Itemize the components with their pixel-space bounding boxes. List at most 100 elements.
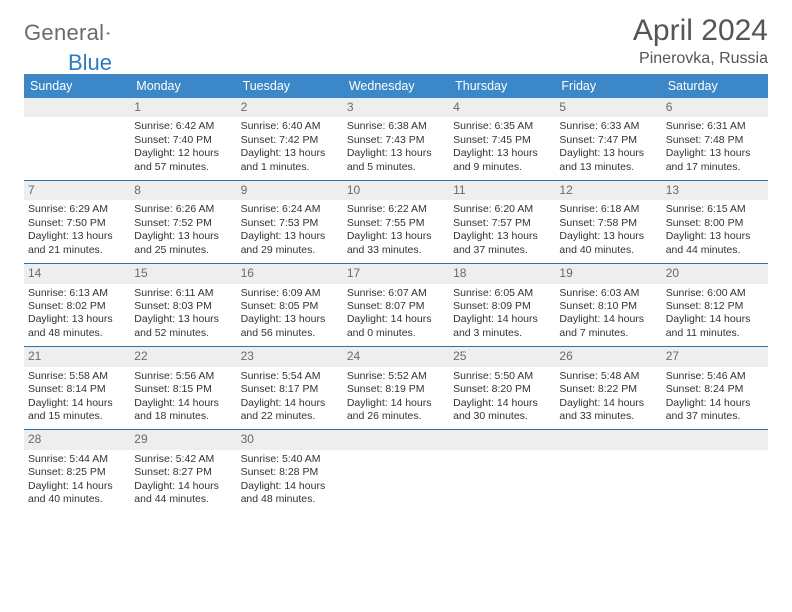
- sunset-line: Sunset: 8:19 PM: [347, 383, 445, 396]
- sunset-line: Sunset: 8:22 PM: [559, 383, 657, 396]
- day-number: 5: [555, 98, 661, 117]
- sunset-line: Sunset: 7:48 PM: [666, 134, 764, 147]
- sunset-line: Sunset: 7:40 PM: [134, 134, 232, 147]
- calendar-cell: 3Sunrise: 6:38 AMSunset: 7:43 PMDaylight…: [343, 98, 449, 181]
- calendar-cell: 24Sunrise: 5:52 AMSunset: 8:19 PMDayligh…: [343, 347, 449, 430]
- dow-friday: Friday: [555, 74, 661, 98]
- calendar-cell: 11Sunrise: 6:20 AMSunset: 7:57 PMDayligh…: [449, 181, 555, 264]
- daylight-line: Daylight: 13 hours: [347, 147, 445, 160]
- day-number: 22: [130, 347, 236, 366]
- sunrise-line: Sunrise: 6:33 AM: [559, 120, 657, 133]
- header: General April 2024 Pinerovka, Russia: [24, 14, 768, 68]
- daylight-line: and 30 minutes.: [453, 410, 551, 423]
- daylight-line: Daylight: 13 hours: [241, 313, 339, 326]
- sunset-line: Sunset: 7:50 PM: [28, 217, 126, 230]
- sunrise-line: Sunrise: 5:58 AM: [28, 370, 126, 383]
- calendar-cell: 27Sunrise: 5:46 AMSunset: 8:24 PMDayligh…: [662, 347, 768, 430]
- sunset-line: Sunset: 7:47 PM: [559, 134, 657, 147]
- daylight-line: Daylight: 12 hours: [134, 147, 232, 160]
- calendar-row: 28Sunrise: 5:44 AMSunset: 8:25 PMDayligh…: [24, 430, 768, 513]
- sunset-line: Sunset: 8:20 PM: [453, 383, 551, 396]
- sunset-line: Sunset: 8:00 PM: [666, 217, 764, 230]
- day-number: 1: [130, 98, 236, 117]
- calendar-cell: 23Sunrise: 5:54 AMSunset: 8:17 PMDayligh…: [237, 347, 343, 430]
- sunrise-line: Sunrise: 6:07 AM: [347, 287, 445, 300]
- day-number: 23: [237, 347, 343, 366]
- daylight-line: Daylight: 13 hours: [453, 147, 551, 160]
- day-number: 27: [662, 347, 768, 366]
- sunrise-line: Sunrise: 6:13 AM: [28, 287, 126, 300]
- daylight-line: Daylight: 14 hours: [666, 313, 764, 326]
- daylight-line: and 37 minutes.: [666, 410, 764, 423]
- daylight-line: and 33 minutes.: [347, 244, 445, 257]
- calendar-cell: 30Sunrise: 5:40 AMSunset: 8:28 PMDayligh…: [237, 430, 343, 513]
- daylight-line: Daylight: 14 hours: [666, 397, 764, 410]
- daylight-line: and 40 minutes.: [559, 244, 657, 257]
- day-number: 9: [237, 181, 343, 200]
- daylight-line: Daylight: 13 hours: [347, 230, 445, 243]
- calendar-cell: 1Sunrise: 6:42 AMSunset: 7:40 PMDaylight…: [130, 98, 236, 181]
- daylight-line: and 0 minutes.: [347, 327, 445, 340]
- daylight-line: and 33 minutes.: [559, 410, 657, 423]
- sunrise-line: Sunrise: 6:09 AM: [241, 287, 339, 300]
- calendar-cell: 26Sunrise: 5:48 AMSunset: 8:22 PMDayligh…: [555, 347, 661, 430]
- day-number: [24, 98, 130, 117]
- sunset-line: Sunset: 7:43 PM: [347, 134, 445, 147]
- day-number: 28: [24, 430, 130, 449]
- calendar-cell: 21Sunrise: 5:58 AMSunset: 8:14 PMDayligh…: [24, 347, 130, 430]
- sunrise-line: Sunrise: 5:56 AM: [134, 370, 232, 383]
- day-number: 16: [237, 264, 343, 283]
- daylight-line: and 44 minutes.: [134, 493, 232, 506]
- calendar-cell: [449, 430, 555, 513]
- daylight-line: and 21 minutes.: [28, 244, 126, 257]
- logo: General: [24, 20, 130, 46]
- logo-text-gray: General: [24, 20, 104, 46]
- sunrise-line: Sunrise: 6:24 AM: [241, 203, 339, 216]
- calendar-cell: 16Sunrise: 6:09 AMSunset: 8:05 PMDayligh…: [237, 264, 343, 347]
- daylight-line: Daylight: 13 hours: [134, 313, 232, 326]
- day-number: 17: [343, 264, 449, 283]
- sunrise-line: Sunrise: 6:35 AM: [453, 120, 551, 133]
- daylight-line: and 48 minutes.: [241, 493, 339, 506]
- calendar-row: 7Sunrise: 6:29 AMSunset: 7:50 PMDaylight…: [24, 181, 768, 264]
- day-number: 29: [130, 430, 236, 449]
- sunrise-line: Sunrise: 5:40 AM: [241, 453, 339, 466]
- sunrise-line: Sunrise: 5:54 AM: [241, 370, 339, 383]
- sunrise-line: Sunrise: 6:05 AM: [453, 287, 551, 300]
- sunset-line: Sunset: 8:03 PM: [134, 300, 232, 313]
- sunset-line: Sunset: 8:28 PM: [241, 466, 339, 479]
- dow-thursday: Thursday: [449, 74, 555, 98]
- calendar-cell: 19Sunrise: 6:03 AMSunset: 8:10 PMDayligh…: [555, 264, 661, 347]
- calendar-cell: 7Sunrise: 6:29 AMSunset: 7:50 PMDaylight…: [24, 181, 130, 264]
- calendar-cell: 12Sunrise: 6:18 AMSunset: 7:58 PMDayligh…: [555, 181, 661, 264]
- day-number: 4: [449, 98, 555, 117]
- day-number: 13: [662, 181, 768, 200]
- dow-sunday: Sunday: [24, 74, 130, 98]
- calendar-cell: 13Sunrise: 6:15 AMSunset: 8:00 PMDayligh…: [662, 181, 768, 264]
- calendar-cell: 29Sunrise: 5:42 AMSunset: 8:27 PMDayligh…: [130, 430, 236, 513]
- day-number: 25: [449, 347, 555, 366]
- day-number: 6: [662, 98, 768, 117]
- daylight-line: and 17 minutes.: [666, 161, 764, 174]
- title-block: April 2024 Pinerovka, Russia: [633, 14, 768, 68]
- sunrise-line: Sunrise: 5:50 AM: [453, 370, 551, 383]
- daylight-line: and 48 minutes.: [28, 327, 126, 340]
- day-number: 11: [449, 181, 555, 200]
- sunrise-line: Sunrise: 5:48 AM: [559, 370, 657, 383]
- daylight-line: Daylight: 14 hours: [134, 480, 232, 493]
- sunset-line: Sunset: 8:14 PM: [28, 383, 126, 396]
- daylight-line: and 26 minutes.: [347, 410, 445, 423]
- calendar-cell: 6Sunrise: 6:31 AMSunset: 7:48 PMDaylight…: [662, 98, 768, 181]
- day-number: 12: [555, 181, 661, 200]
- daylight-line: and 15 minutes.: [28, 410, 126, 423]
- day-number: [555, 430, 661, 449]
- sunset-line: Sunset: 7:58 PM: [559, 217, 657, 230]
- sunrise-line: Sunrise: 6:22 AM: [347, 203, 445, 216]
- sunset-line: Sunset: 8:24 PM: [666, 383, 764, 396]
- daylight-line: Daylight: 14 hours: [28, 397, 126, 410]
- daylight-line: and 3 minutes.: [453, 327, 551, 340]
- calendar-cell: 15Sunrise: 6:11 AMSunset: 8:03 PMDayligh…: [130, 264, 236, 347]
- calendar-cell: 20Sunrise: 6:00 AMSunset: 8:12 PMDayligh…: [662, 264, 768, 347]
- daylight-line: and 56 minutes.: [241, 327, 339, 340]
- daylight-line: and 44 minutes.: [666, 244, 764, 257]
